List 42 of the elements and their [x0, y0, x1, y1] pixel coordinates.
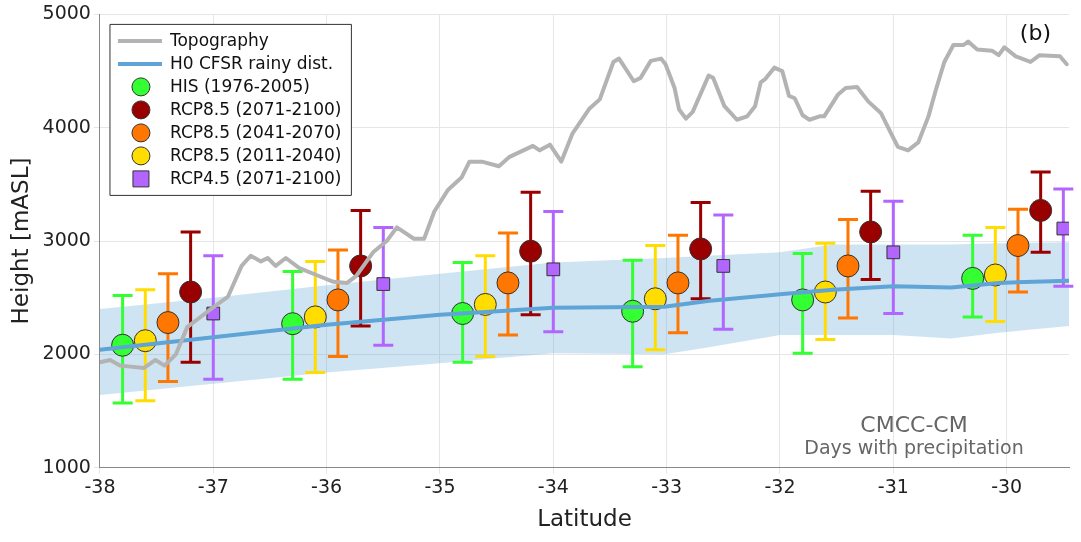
annotation: CMCC-CM	[860, 411, 968, 437]
point	[716, 259, 731, 273]
point	[689, 237, 713, 261]
point	[1006, 234, 1030, 258]
y-tick-label: 2000	[42, 341, 91, 364]
legend-label: HIS (1976-2005)	[169, 76, 310, 97]
point	[156, 311, 180, 335]
legend-label: RCP4.5 (2071-2100)	[169, 168, 342, 189]
point	[179, 280, 203, 304]
point	[1029, 198, 1053, 222]
annotation: (b)	[1019, 20, 1051, 46]
x-tick-label: -38	[84, 474, 116, 497]
point	[886, 245, 901, 260]
y-tick-label: 4000	[42, 114, 91, 137]
legend-label: Topography	[168, 30, 269, 51]
y-axis-title: Height [mASL]	[6, 157, 33, 325]
x-tick-label: -37	[197, 474, 229, 497]
annotation: Days with precipitation	[804, 435, 1024, 458]
point	[666, 271, 690, 295]
x-axis-title: Latitude	[537, 505, 632, 532]
point	[546, 262, 561, 277]
point	[836, 254, 860, 278]
x-tick-label: -34	[537, 474, 569, 497]
y-tick-label: 3000	[42, 227, 91, 250]
x-tick-label: -33	[651, 474, 683, 497]
x-tick-label: -36	[311, 474, 343, 497]
x-tick-label: -30	[991, 474, 1023, 497]
legend-label: RCP8.5 (2011-2040)	[169, 145, 342, 166]
legend-label: RCP8.5 (2071-2100)	[169, 99, 342, 120]
x-tick-label: -31	[877, 474, 909, 497]
legend-label: RCP8.5 (2041-2070)	[169, 122, 342, 143]
point	[859, 220, 883, 244]
point	[519, 239, 543, 263]
point	[496, 271, 520, 295]
legend-label: H0 CFSR rainy dist.	[169, 53, 334, 74]
x-tick-label: -35	[424, 474, 456, 497]
y-tick-label: 5000	[42, 1, 91, 24]
y-tick-label: 1000	[42, 454, 91, 477]
point	[376, 277, 391, 291]
x-tick-label: -32	[764, 474, 796, 497]
point	[1056, 221, 1069, 236]
point	[326, 288, 350, 312]
